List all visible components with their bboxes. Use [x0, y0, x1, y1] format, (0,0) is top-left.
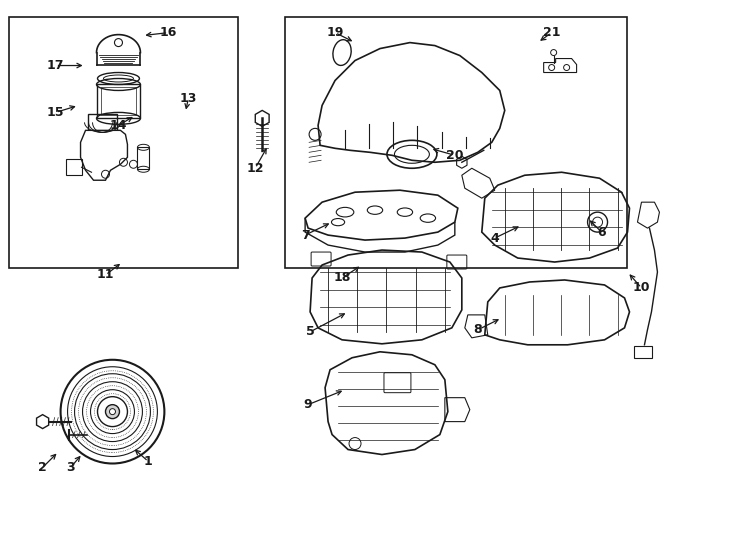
Text: 6: 6: [597, 226, 606, 239]
Text: 13: 13: [180, 92, 197, 105]
Text: 3: 3: [66, 461, 75, 474]
Bar: [9, 17, 239, 268]
Text: 1: 1: [144, 455, 153, 468]
Bar: [285, 17, 627, 268]
Text: 19: 19: [327, 26, 344, 39]
Text: 20: 20: [446, 149, 464, 162]
Text: 4: 4: [490, 232, 499, 245]
Text: 14: 14: [109, 119, 127, 132]
Bar: [634, 346, 653, 358]
Text: 5: 5: [306, 325, 314, 339]
Text: 15: 15: [47, 106, 65, 119]
Circle shape: [109, 409, 115, 415]
Text: 16: 16: [160, 26, 177, 39]
Bar: [101, 87, 137, 116]
Text: 12: 12: [247, 162, 264, 175]
Text: 21: 21: [543, 26, 560, 39]
Circle shape: [106, 404, 120, 418]
Text: 17: 17: [47, 59, 65, 72]
Text: 9: 9: [304, 398, 313, 411]
Text: 8: 8: [473, 323, 482, 336]
Text: 11: 11: [97, 268, 115, 281]
Text: 7: 7: [301, 228, 310, 241]
Bar: [65, 159, 81, 176]
Bar: [96, 84, 140, 118]
Text: 10: 10: [633, 281, 650, 294]
Text: 2: 2: [38, 461, 47, 474]
Text: 18: 18: [333, 272, 351, 285]
Bar: [137, 147, 150, 169]
